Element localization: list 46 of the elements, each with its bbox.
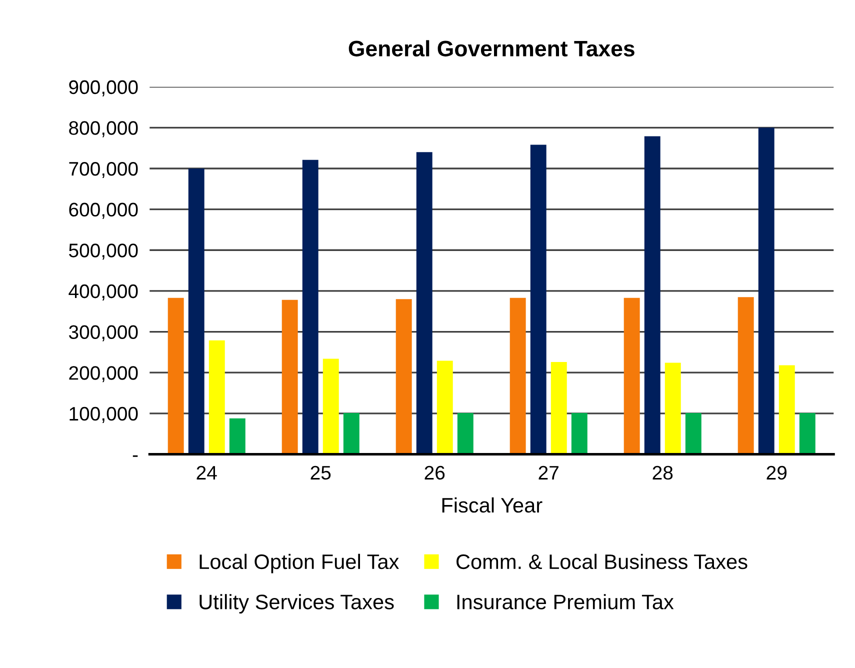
x-tick-label: 28 [652,466,673,480]
chart-title: General Government Taxes [348,40,634,57]
bar [416,152,432,454]
bar [208,340,225,454]
bar [282,300,298,454]
y-tick-label: 300,000 [68,325,138,342]
bar [302,160,318,454]
x-tick-label: 27 [538,466,558,480]
bar [457,413,474,454]
bar [664,362,681,454]
bar [550,362,567,454]
y-tick-label: 700,000 [69,162,138,178]
bar [758,128,774,454]
y-tick-label: 400,000 [68,284,138,300]
x-tick-label: 26 [424,466,445,480]
y-tick-label: 800,000 [69,121,138,138]
bar [436,360,453,454]
y-tick-label: 600,000 [69,202,138,219]
bar [188,168,204,454]
bar [510,298,526,454]
legend-label: Local Option Fuel Tax [200,554,399,574]
bar [396,299,412,454]
legend-label: Utility Services Taxes [200,594,394,614]
y-tick-label: 500,000 [69,244,138,260]
bar [229,418,246,454]
bar [343,413,360,454]
bar [322,358,339,454]
y-tick-label: 900,000 [69,80,138,96]
y-tick-label: - [132,455,138,457]
y-tick-label: 100,000 [70,406,138,423]
x-axis-title: Fiscal Year [442,497,542,513]
bar [571,413,588,454]
bar [778,365,795,454]
bar [685,413,702,454]
bar [738,297,754,454]
x-tick-label: 29 [766,466,787,480]
bar [644,136,660,454]
bar [530,144,546,454]
bar [168,298,184,454]
bar [799,413,816,454]
legend-label: Comm. & Local Business Taxes [456,554,748,570]
legend-label: Insurance Premium Tax [457,594,674,610]
y-tick-label: 200,000 [69,366,138,382]
x-tick-label: 24 [196,466,217,480]
x-tick-label: 25 [310,466,331,480]
bar [624,298,640,454]
